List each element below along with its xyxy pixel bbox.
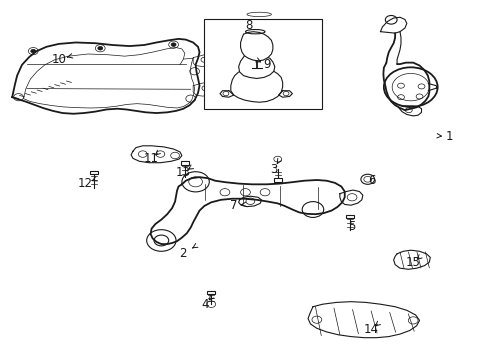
Text: 7: 7 xyxy=(229,199,237,212)
Text: 8: 8 xyxy=(245,19,253,32)
Bar xyxy=(181,161,188,165)
Text: 9: 9 xyxy=(262,58,270,71)
Circle shape xyxy=(31,49,36,53)
Text: 5: 5 xyxy=(347,220,355,233)
Text: 6: 6 xyxy=(367,174,375,186)
Text: 11: 11 xyxy=(144,152,159,165)
Text: 2: 2 xyxy=(179,247,187,260)
Bar xyxy=(273,178,281,182)
Text: 1: 1 xyxy=(445,130,453,143)
Text: 12: 12 xyxy=(78,177,93,190)
Text: 10: 10 xyxy=(51,53,66,66)
Text: 13: 13 xyxy=(176,166,190,179)
Bar xyxy=(345,215,353,218)
Text: 3: 3 xyxy=(269,163,277,176)
Text: 4: 4 xyxy=(201,298,209,311)
Bar xyxy=(90,171,98,174)
Bar xyxy=(207,291,215,294)
Text: 14: 14 xyxy=(364,323,378,336)
Circle shape xyxy=(98,46,102,50)
Text: 15: 15 xyxy=(405,256,420,269)
Bar xyxy=(204,19,321,109)
Circle shape xyxy=(171,43,176,46)
